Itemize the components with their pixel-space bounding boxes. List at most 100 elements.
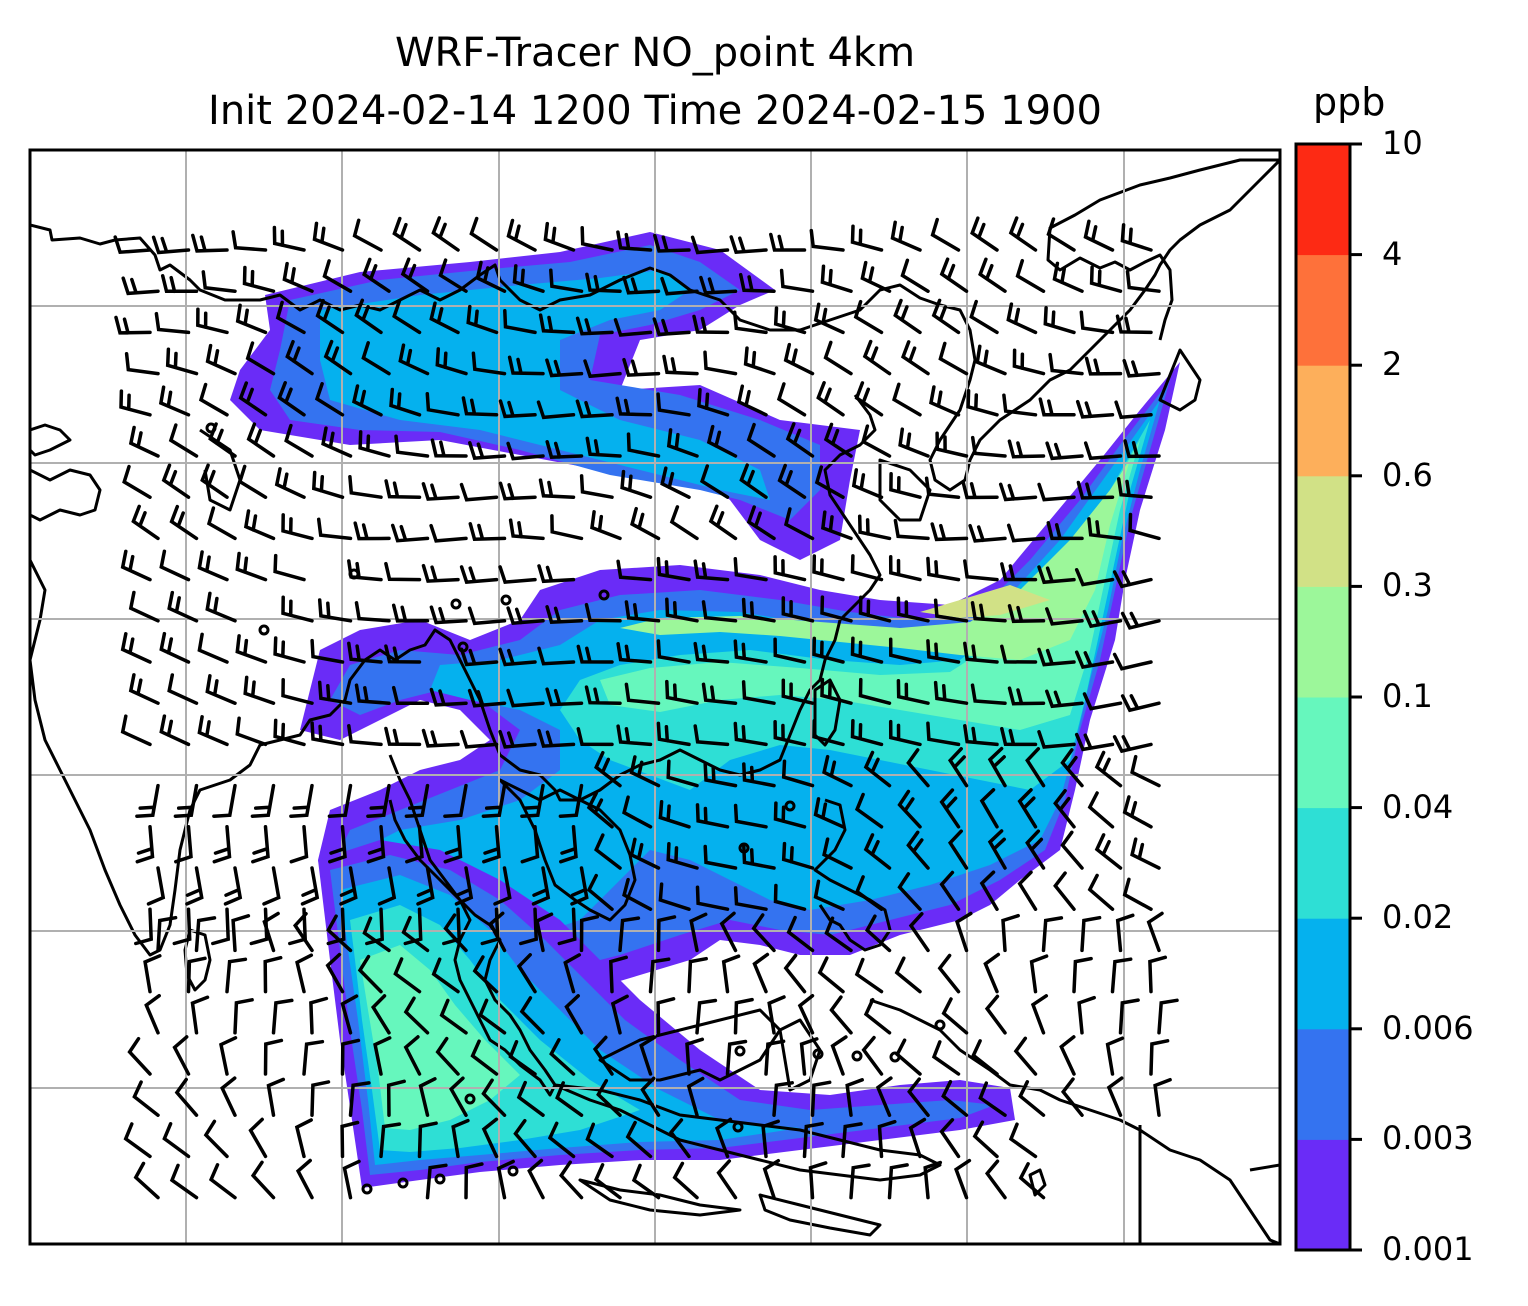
- wind-barb: [777, 463, 807, 499]
- wind-barb: [454, 866, 474, 906]
- wind-barb: [498, 729, 537, 749]
- wind-barb: [1052, 261, 1084, 293]
- wind-barb: [888, 719, 922, 747]
- wind-barb: [1041, 916, 1064, 953]
- wind-barb: [820, 595, 853, 623]
- wind-barb: [972, 1120, 999, 1159]
- wind-barb: [520, 825, 540, 864]
- wind-barb: [877, 1119, 897, 1159]
- wind-barb: [503, 309, 537, 335]
- wind-barb: [537, 728, 576, 748]
- wind-barb: [201, 270, 237, 293]
- wind-barb: [823, 340, 853, 376]
- wind-barb: [165, 347, 199, 376]
- wind-barb: [328, 825, 347, 864]
- wind-barb: [781, 596, 815, 623]
- wind-barb: [212, 825, 232, 864]
- wind-barb: [746, 422, 776, 458]
- wind-barb: [203, 1119, 229, 1159]
- wind-barb: [506, 606, 545, 626]
- wind-barb: [583, 359, 622, 379]
- wind-barb: [393, 957, 422, 994]
- wind-barb: [1128, 512, 1161, 541]
- wind-barb: [631, 1163, 661, 1200]
- wind-barb: [225, 957, 248, 994]
- wind-barb: [1046, 521, 1084, 541]
- colorbar-tick-label: 0.02: [1382, 898, 1454, 937]
- wind-barb: [929, 385, 961, 417]
- wind-barb: [361, 341, 391, 376]
- wind-barb: [169, 1163, 199, 1200]
- wind-barb: [1087, 873, 1115, 911]
- wind-barb: [271, 998, 294, 1035]
- wind-barb: [584, 685, 622, 705]
- wind-barb: [907, 1077, 930, 1117]
- wind-barb: [699, 275, 738, 295]
- wind-barb: [535, 912, 554, 953]
- wind-barb: [622, 795, 653, 829]
- wind-barb: [475, 260, 507, 293]
- colorbar-unit-label: ppb: [1313, 80, 1386, 124]
- wind-barb: [273, 718, 306, 747]
- wind-barb: [861, 1035, 884, 1076]
- wind-barb: [939, 1118, 961, 1159]
- wind-barb: [120, 714, 152, 747]
- wind-barb: [695, 998, 718, 1035]
- wind-barb: [797, 993, 815, 1035]
- wind-barb: [752, 952, 770, 994]
- wind-barb: [622, 357, 661, 377]
- wind-barb: [733, 997, 754, 1035]
- wind-barb: [248, 1117, 268, 1159]
- wind-barb: [233, 998, 254, 1035]
- wind-barb: [575, 316, 614, 336]
- wind-barb: [235, 303, 268, 335]
- wind-barb: [470, 1039, 499, 1076]
- wind-barb: [466, 304, 499, 335]
- wind-barb: [481, 1117, 499, 1159]
- wind-barb: [498, 481, 537, 501]
- wind-barb: [507, 355, 545, 376]
- wind-barb: [822, 837, 853, 870]
- wind-barb: [813, 797, 845, 829]
- wind-barb: [594, 833, 622, 870]
- wind-barb: [128, 425, 160, 458]
- wind-barb: [122, 464, 152, 499]
- wind-barb: [845, 1078, 864, 1117]
- wind-barb: [277, 381, 306, 417]
- colorbar-segment: [1296, 1139, 1350, 1251]
- wind-barb: [391, 685, 430, 706]
- wind-barb: [725, 1039, 748, 1076]
- wind-barb: [431, 957, 460, 994]
- wind-barb: [362, 916, 391, 953]
- wind-barb: [721, 954, 741, 994]
- wind-barb: [168, 423, 199, 458]
- map-title-line-1: WRF-Tracer NO_point 4km: [394, 30, 916, 76]
- wind-barb: [443, 825, 463, 864]
- wind-barb: [512, 264, 545, 293]
- wind-barb: [1037, 565, 1076, 585]
- wind-barb: [467, 688, 507, 708]
- wind-barb: [425, 1163, 448, 1200]
- wind-barb: [431, 216, 460, 252]
- wind-barb: [1013, 1036, 1038, 1076]
- wind-barbs: [113, 216, 1179, 1200]
- wind-barb: [860, 260, 892, 293]
- wind-barb: [273, 553, 306, 582]
- wind-barb: [416, 866, 435, 906]
- wind-barb: [908, 1117, 927, 1159]
- wind-barb: [536, 400, 576, 420]
- wind-barb: [930, 522, 969, 542]
- wind-barb: [451, 1118, 470, 1159]
- wind-barb: [235, 551, 268, 582]
- colorbar-segment: [1296, 807, 1350, 919]
- wind-barb: [326, 914, 353, 953]
- wind-barb: [1075, 399, 1115, 419]
- colorbar-tick-label: 0.04: [1382, 787, 1454, 826]
- wind-barb: [401, 915, 430, 953]
- wind-barb: [823, 422, 853, 458]
- wind-barb: [970, 216, 999, 252]
- wind-barb: [1115, 913, 1135, 953]
- wind-barb: [439, 998, 468, 1035]
- wind-barb: [970, 683, 1007, 705]
- wind-barb: [545, 440, 584, 460]
